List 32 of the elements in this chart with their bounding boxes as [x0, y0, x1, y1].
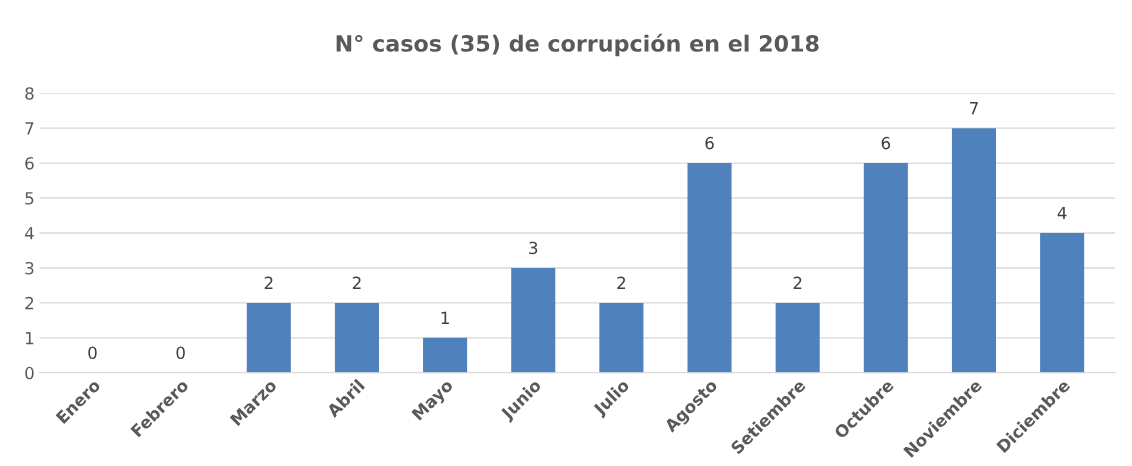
y-tick-label: 2	[25, 296, 34, 310]
y-tick-label: 7	[25, 122, 34, 135]
y-tick-label: 8	[25, 87, 34, 100]
chart-title: N° casos (35) de corrupción en el 2018	[336, 33, 819, 57]
y-tick-label: 0	[25, 366, 34, 380]
data-label: 6	[705, 136, 714, 150]
bar	[775, 302, 820, 373]
y-tick-label: 5	[25, 192, 34, 205]
data-label: 4	[1057, 206, 1067, 220]
y-tick-label: 1	[25, 332, 34, 345]
data-label: 2	[264, 276, 273, 289]
bar	[511, 267, 556, 373]
bar	[687, 163, 732, 373]
bar	[423, 337, 468, 373]
y-tick-label: 6	[25, 157, 34, 170]
data-label: 0	[176, 346, 185, 360]
data-label: 2	[617, 276, 626, 289]
data-label: 3	[529, 241, 538, 255]
bar	[334, 302, 379, 373]
bar	[246, 302, 291, 373]
data-label: 1	[441, 311, 449, 324]
data-label: 2	[352, 276, 361, 289]
y-tick-label: 4	[24, 227, 34, 240]
bar	[599, 302, 644, 373]
y-tick-label: 3	[25, 261, 34, 275]
bar	[951, 128, 997, 373]
bar	[863, 163, 908, 373]
bar	[1040, 233, 1085, 373]
data-label: 0	[88, 346, 97, 360]
data-label: 2	[793, 276, 802, 289]
data-label: 7	[970, 102, 978, 115]
data-label: 6	[881, 136, 891, 150]
